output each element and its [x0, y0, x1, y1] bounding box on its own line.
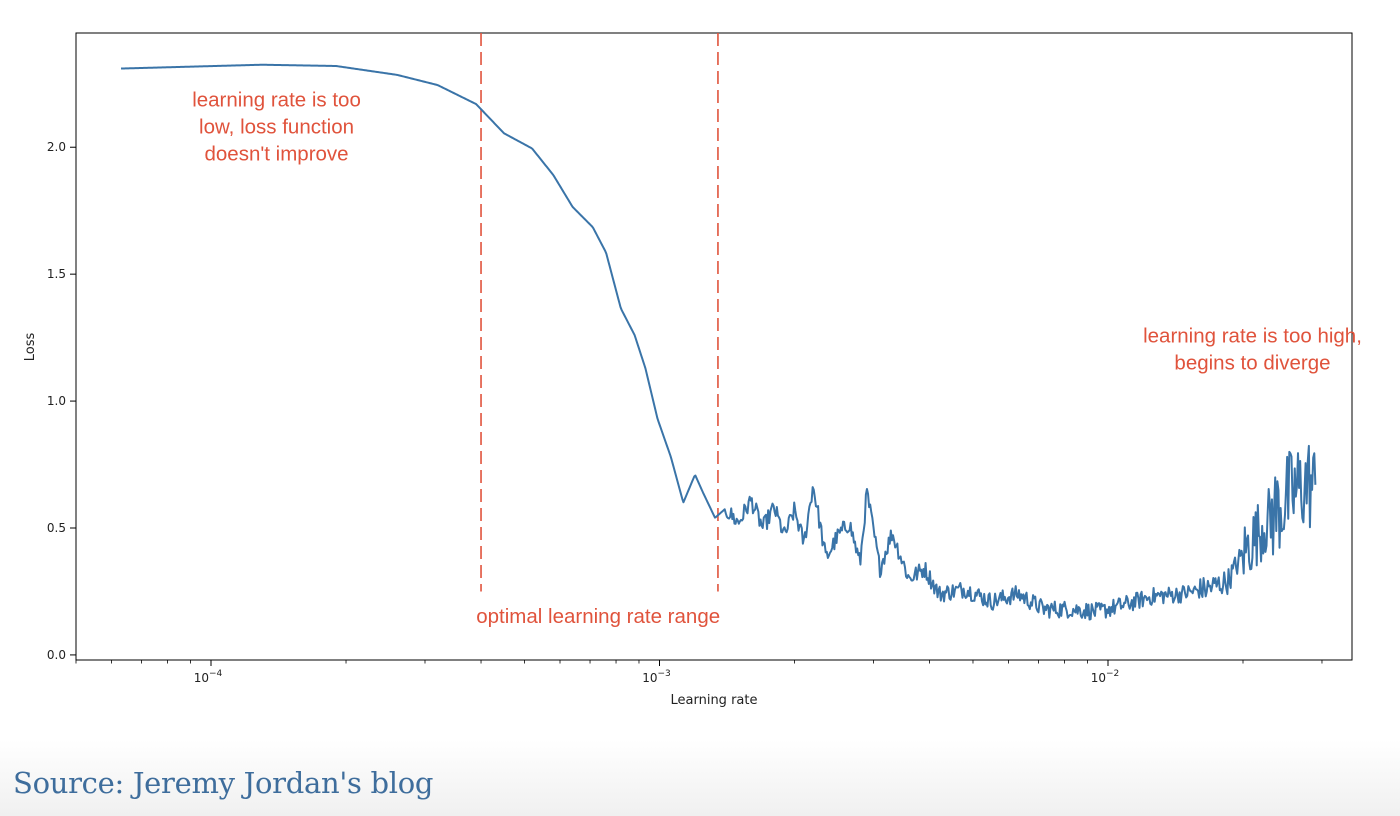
x-tick-label-0: 10−4: [194, 669, 223, 685]
annotation-2-line-0: learning rate is too high,: [1143, 325, 1362, 348]
y-tick-label-2: 1.0: [47, 394, 66, 408]
annotation-0-line-2: doesn't improve: [205, 143, 349, 166]
annotation-2-line-1: begins to diverge: [1174, 352, 1330, 375]
x-tick-label-2: 10−2: [1091, 669, 1120, 685]
y-tick-label-0: 0.0: [47, 648, 66, 662]
x-tick-label-1: 10−3: [642, 669, 671, 685]
y-axis-ticks: 0.0 0.5 1.0 1.5 2.0: [47, 140, 76, 662]
annotation-0-line-1: low, loss function: [199, 116, 354, 139]
chart: 0.0 0.5 1.0 1.5 2.0 10−4 10−3 10−2 Learning ra…: [0, 0, 1400, 740]
y-tick-label-4: 2.0: [47, 140, 66, 154]
x-axis-ticks: 10−4 10−3 10−2: [76, 660, 1322, 685]
y-axis-title: Loss: [23, 333, 38, 362]
y-tick-label-1: 0.5: [47, 521, 66, 535]
x-axis-title: Learning rate: [671, 693, 758, 708]
source-caption: Source: Jeremy Jordan's blog: [13, 766, 433, 800]
annotation-0-line-0: learning rate is too: [192, 89, 361, 112]
y-tick-label-3: 1.5: [47, 267, 66, 281]
annotation-1-line-0: optimal learning rate range: [476, 605, 720, 628]
